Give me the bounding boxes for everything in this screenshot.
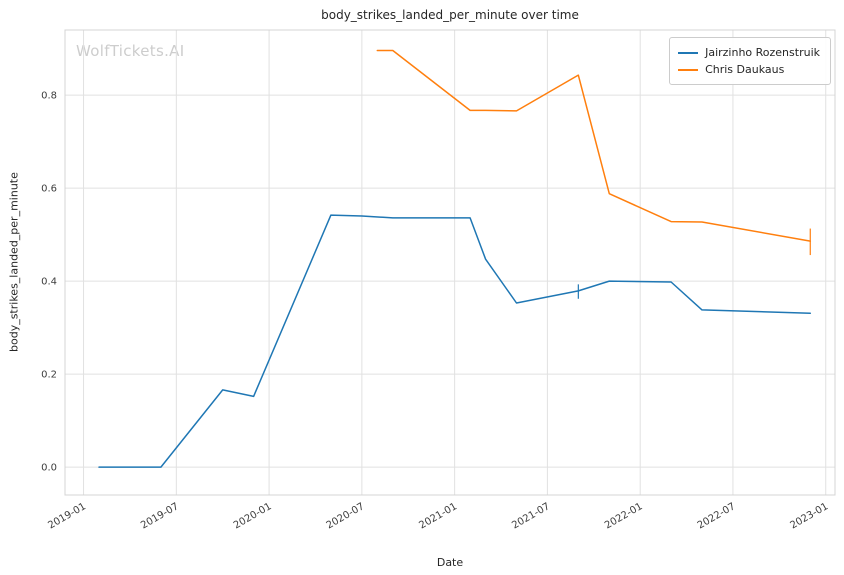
legend-item-daukaus: Chris Daukaus bbox=[678, 61, 820, 78]
svg-text:0.2: 0.2 bbox=[41, 370, 57, 381]
legend-label-daukaus: Chris Daukaus bbox=[705, 63, 785, 76]
svg-text:2019-01: 2019-01 bbox=[46, 501, 88, 531]
svg-text:2019-07: 2019-07 bbox=[139, 501, 181, 531]
legend-line-swatch-rozenstruik bbox=[678, 51, 699, 54]
svg-text:2020-07: 2020-07 bbox=[325, 501, 367, 531]
svg-text:2021-01: 2021-01 bbox=[417, 501, 459, 531]
svg-text:2021-07: 2021-07 bbox=[510, 501, 552, 531]
x-axis-label: Date bbox=[436, 556, 464, 569]
watermark: WolfTickets.AI bbox=[76, 42, 185, 60]
legend-item-rozenstruik: Jairzinho Rozenstruik bbox=[678, 44, 820, 61]
svg-text:0.4: 0.4 bbox=[41, 277, 57, 288]
chart-title: body_strikes_landed_per_minute over time bbox=[321, 8, 579, 22]
legend: Jairzinho Rozenstruik Chris Daukaus bbox=[669, 37, 831, 85]
svg-text:0.6: 0.6 bbox=[41, 184, 57, 195]
svg-text:2022-07: 2022-07 bbox=[696, 501, 738, 531]
svg-text:2023-01: 2023-01 bbox=[789, 501, 831, 531]
svg-text:0.8: 0.8 bbox=[41, 91, 57, 102]
svg-text:2022-01: 2022-01 bbox=[603, 501, 645, 531]
legend-label-rozenstruik: Jairzinho Rozenstruik bbox=[705, 46, 820, 59]
legend-line-swatch-daukaus bbox=[678, 68, 699, 71]
svg-text:2020-01: 2020-01 bbox=[232, 501, 274, 531]
svg-text:0.0: 0.0 bbox=[41, 463, 57, 474]
